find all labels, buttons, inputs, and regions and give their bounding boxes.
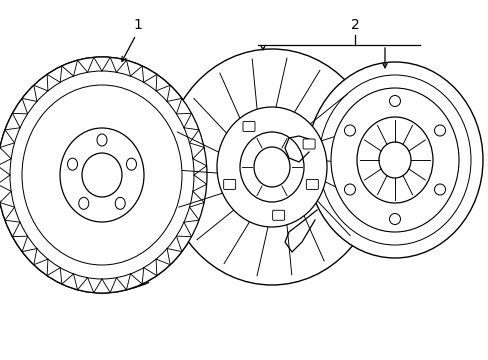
Ellipse shape: [82, 153, 122, 197]
Ellipse shape: [0, 57, 206, 293]
Ellipse shape: [240, 132, 304, 202]
Ellipse shape: [67, 158, 78, 170]
FancyBboxPatch shape: [305, 179, 318, 189]
Ellipse shape: [434, 125, 445, 136]
Ellipse shape: [97, 134, 107, 146]
Ellipse shape: [356, 117, 432, 203]
FancyBboxPatch shape: [272, 210, 284, 220]
FancyBboxPatch shape: [303, 139, 314, 149]
Ellipse shape: [318, 75, 470, 245]
Ellipse shape: [22, 85, 182, 265]
Ellipse shape: [344, 184, 355, 195]
Text: 1: 1: [133, 18, 142, 32]
Ellipse shape: [60, 128, 143, 222]
Text: 2: 2: [350, 18, 359, 32]
Ellipse shape: [306, 62, 482, 258]
Ellipse shape: [79, 197, 89, 209]
Ellipse shape: [253, 147, 289, 187]
Ellipse shape: [126, 158, 136, 170]
Ellipse shape: [217, 107, 326, 227]
Ellipse shape: [389, 95, 400, 107]
FancyBboxPatch shape: [223, 179, 235, 189]
Ellipse shape: [0, 57, 206, 293]
Ellipse shape: [389, 213, 400, 225]
Ellipse shape: [378, 142, 410, 178]
Ellipse shape: [434, 184, 445, 195]
Ellipse shape: [344, 125, 355, 136]
Ellipse shape: [115, 197, 125, 209]
Ellipse shape: [330, 88, 458, 232]
Ellipse shape: [163, 49, 379, 285]
FancyBboxPatch shape: [243, 121, 254, 131]
